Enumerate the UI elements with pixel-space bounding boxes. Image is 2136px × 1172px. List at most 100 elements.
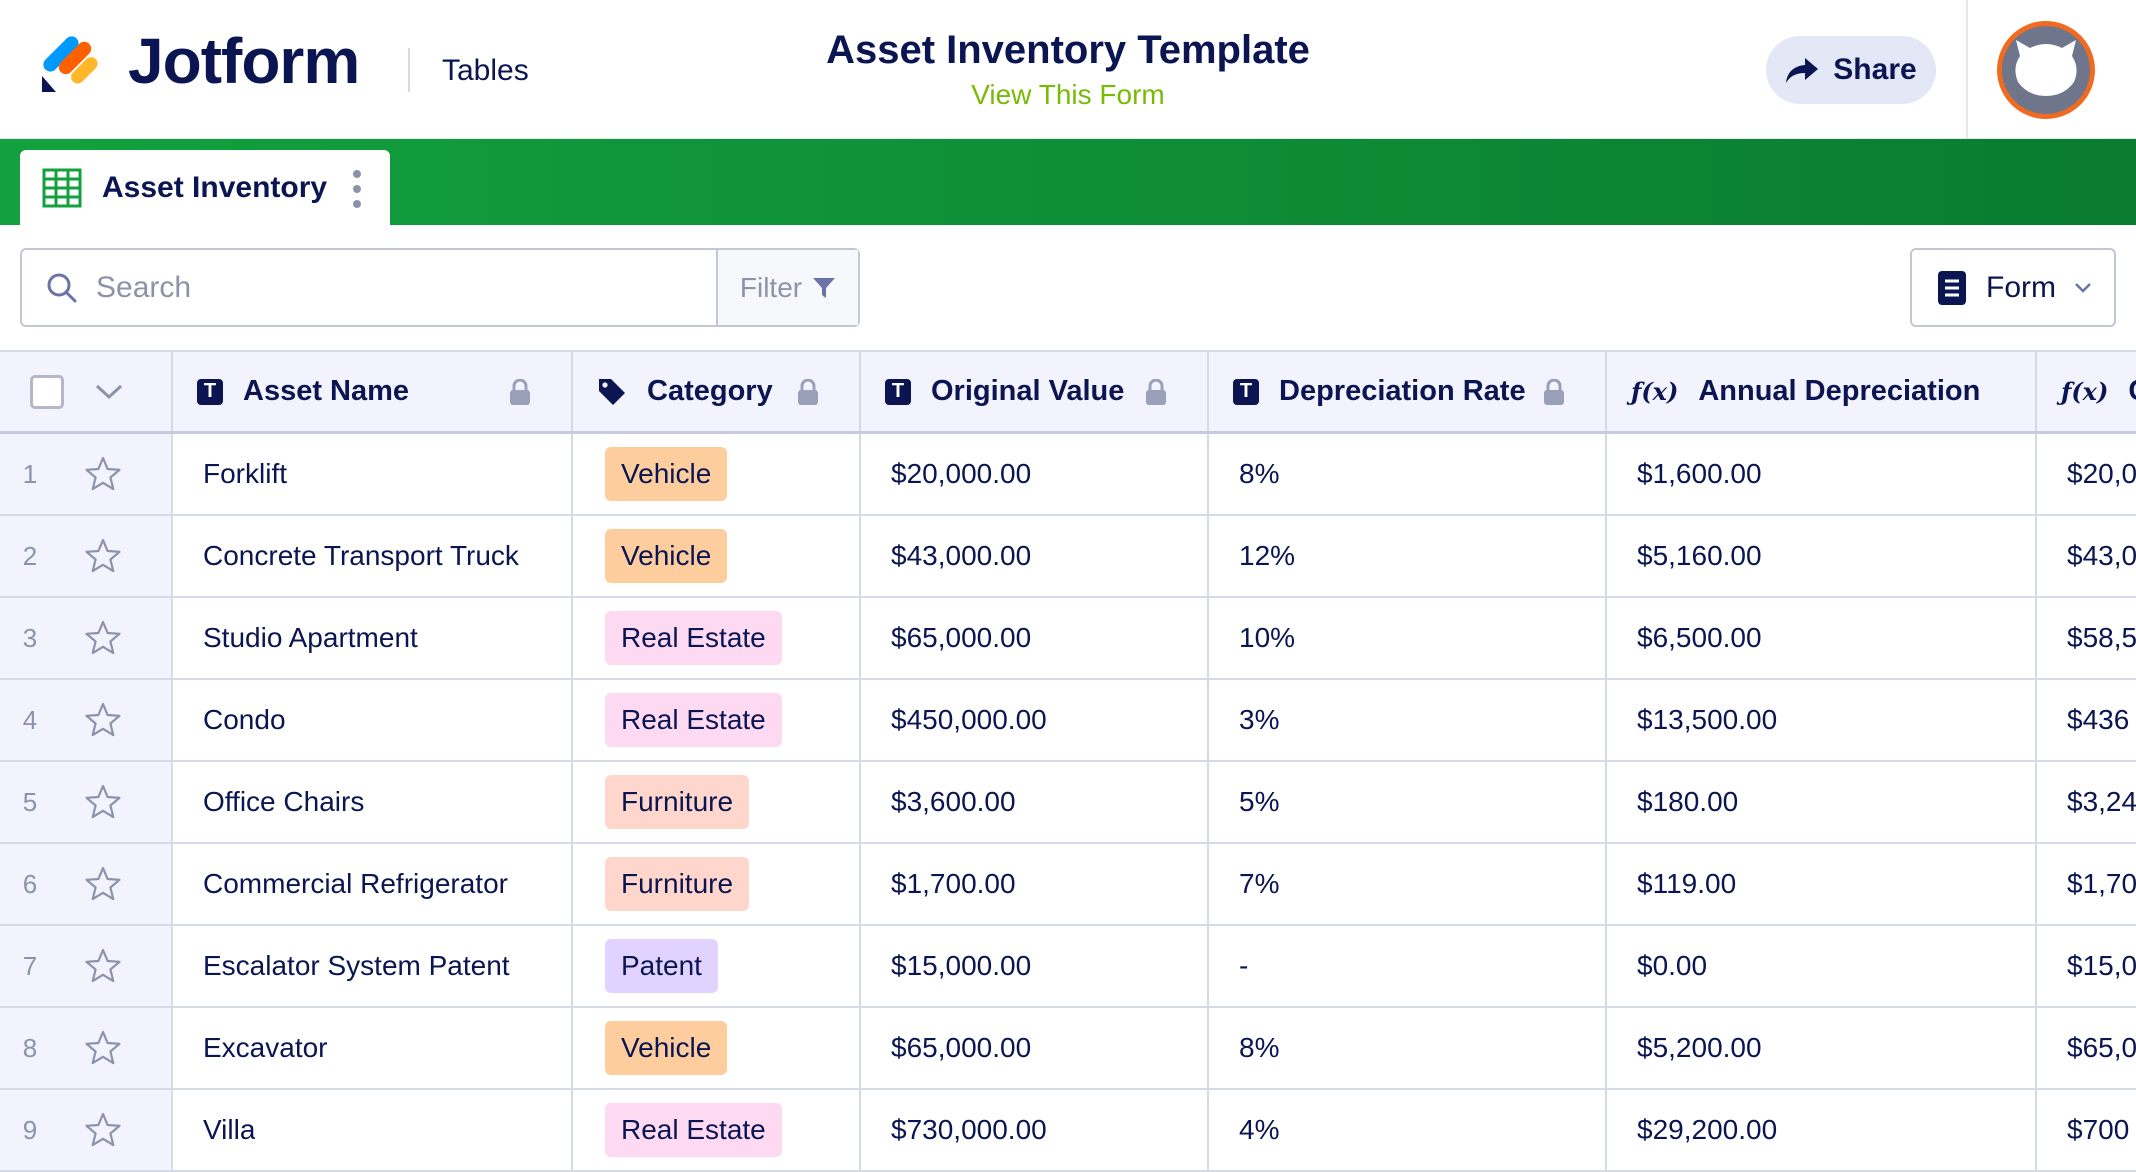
column-header-5[interactable]: ƒ(x) Annual Depreciation <box>1607 352 2037 431</box>
search-input[interactable] <box>96 270 676 305</box>
star-icon[interactable] <box>84 1111 122 1149</box>
star-icon[interactable] <box>84 455 122 493</box>
table-row[interactable]: 1 Forklift Vehicle $20,000.00 8% $1,600.00 $20… <box>0 434 2136 516</box>
depreciation-rate-cell[interactable]: 12% <box>1209 516 1607 596</box>
asset-name-cell[interactable]: Excavator <box>173 1008 573 1088</box>
asset-name-cell[interactable]: Forklift <box>173 434 573 514</box>
table-row[interactable]: 6 Commercial Refrigerator Furniture $1,700.… <box>0 844 2136 926</box>
cell-value: - <box>1239 950 1249 981</box>
asset-name-cell[interactable]: Studio Apartment <box>173 598 573 678</box>
depreciation-rate-cell[interactable]: - <box>1209 926 1607 1006</box>
table-row[interactable]: 9 Villa Real Estate $730,000.00 4% $29,200.00… <box>0 1090 2136 1172</box>
category-cell[interactable]: Furniture <box>573 762 861 842</box>
table-row[interactable]: 5 Office Chairs Furniture $3,600.00 5% $180.0… <box>0 762 2136 844</box>
brand-name[interactable]: Jotform <box>128 25 360 97</box>
depreciation-rate-cell[interactable]: 3% <box>1209 680 1607 760</box>
category-badge: Furniture <box>605 857 750 911</box>
tables-link[interactable]: Tables <box>442 54 529 87</box>
select-all-checkbox[interactable] <box>30 374 64 409</box>
star-icon[interactable] <box>84 783 122 821</box>
truncated-value-cell[interactable]: $3,24 <box>2037 762 2136 842</box>
original-value-cell[interactable]: $65,000.00 <box>861 598 1209 678</box>
depreciation-rate-cell[interactable]: 10% <box>1209 598 1607 678</box>
original-value-cell[interactable]: $450,000.00 <box>861 680 1209 760</box>
table-row[interactable]: 8 Excavator Vehicle $65,000.00 8% $5,200.00 $6… <box>0 1008 2136 1090</box>
truncated-value-cell[interactable]: $20,0 <box>2037 434 2136 514</box>
category-cell[interactable]: Vehicle <box>573 434 861 514</box>
table-grid-icon <box>42 168 82 207</box>
star-icon[interactable] <box>84 865 122 903</box>
depreciation-rate-cell[interactable]: 5% <box>1209 762 1607 842</box>
star-icon[interactable] <box>84 1029 122 1067</box>
asset-name-cell[interactable]: Concrete Transport Truck <box>173 516 573 596</box>
column-header-4[interactable]: T Depreciation Rate <box>1209 352 1607 431</box>
column-header-1[interactable]: T Asset Name <box>173 352 573 431</box>
annual-depreciation-cell[interactable]: $13,500.00 <box>1607 680 2037 760</box>
annual-depreciation-cell[interactable]: $6,500.00 <box>1607 598 2037 678</box>
truncated-value-cell[interactable]: $58,5 <box>2037 598 2136 678</box>
view-form-link[interactable]: View This Form <box>971 79 1165 110</box>
original-value-cell[interactable]: $15,000.00 <box>861 926 1209 1006</box>
asset-name-cell[interactable]: Villa <box>173 1090 573 1170</box>
form-view-button[interactable]: Form <box>1910 248 2116 327</box>
original-value-cell[interactable]: $1,700.00 <box>861 844 1209 924</box>
cell-value: $119.00 <box>1637 868 1737 899</box>
star-icon[interactable] <box>84 619 122 657</box>
truncated-value-cell[interactable]: $1,70 <box>2037 844 2136 924</box>
depreciation-rate-cell[interactable]: 4% <box>1209 1090 1607 1170</box>
cell-value: Condo <box>203 704 286 735</box>
asset-name-cell[interactable]: Escalator System Patent <box>173 926 573 1006</box>
category-cell[interactable]: Real Estate <box>573 1090 861 1170</box>
truncated-value-cell[interactable]: $700 <box>2037 1090 2136 1170</box>
category-badge: Vehicle <box>605 447 728 501</box>
tab-more-icon[interactable] <box>352 170 362 208</box>
chevron-down-icon[interactable] <box>94 383 124 401</box>
filter-button[interactable]: Filter <box>718 250 858 325</box>
truncated-value-cell[interactable]: $43,0 <box>2037 516 2136 596</box>
cell-value: $20,0 <box>2067 458 2136 489</box>
annual-depreciation-cell[interactable]: $180.00 <box>1607 762 2037 842</box>
jotform-logo-icon[interactable] <box>40 32 100 94</box>
annual-depreciation-cell[interactable]: $5,160.00 <box>1607 516 2037 596</box>
asset-name-cell[interactable]: Condo <box>173 680 573 760</box>
truncated-value-cell[interactable]: $436 <box>2037 680 2136 760</box>
depreciation-rate-cell[interactable]: 8% <box>1209 434 1607 514</box>
category-cell[interactable]: Vehicle <box>573 1008 861 1088</box>
annual-depreciation-cell[interactable]: $29,200.00 <box>1607 1090 2037 1170</box>
annual-depreciation-cell[interactable]: $119.00 <box>1607 844 2037 924</box>
share-button[interactable]: Share <box>1766 36 1936 104</box>
table-row[interactable]: 2 Concrete Transport Truck Vehicle $43,000.… <box>0 516 2136 598</box>
depreciation-rate-cell[interactable]: 7% <box>1209 844 1607 924</box>
category-cell[interactable]: Furniture <box>573 844 861 924</box>
avatar[interactable] <box>1997 21 2095 119</box>
category-cell[interactable]: Real Estate <box>573 598 861 678</box>
annual-depreciation-cell[interactable]: $5,200.00 <box>1607 1008 2037 1088</box>
depreciation-rate-cell[interactable]: 8% <box>1209 1008 1607 1088</box>
original-value-cell[interactable]: $65,000.00 <box>861 1008 1209 1088</box>
cell-value: Concrete Transport Truck <box>203 540 519 571</box>
annual-depreciation-cell[interactable]: $0.00 <box>1607 926 2037 1006</box>
annual-depreciation-cell[interactable]: $1,600.00 <box>1607 434 2037 514</box>
original-value-cell[interactable]: $20,000.00 <box>861 434 1209 514</box>
original-value-cell[interactable]: $730,000.00 <box>861 1090 1209 1170</box>
cell-value: Escalator System Patent <box>203 950 510 981</box>
table-row[interactable]: 4 Condo Real Estate $450,000.00 3% $13,500.00… <box>0 680 2136 762</box>
column-header-2[interactable]: Category <box>573 352 861 431</box>
star-icon[interactable] <box>84 701 122 739</box>
table-row[interactable]: 3 Studio Apartment Real Estate $65,000.00 10… <box>0 598 2136 680</box>
truncated-value-cell[interactable]: $65,0 <box>2037 1008 2136 1088</box>
column-header-6[interactable]: ƒ(x) C <box>2037 352 2136 431</box>
asset-name-cell[interactable]: Office Chairs <box>173 762 573 842</box>
column-header-3[interactable]: T Original Value <box>861 352 1209 431</box>
tab-asset-inventory[interactable]: Asset Inventory <box>20 150 390 225</box>
original-value-cell[interactable]: $43,000.00 <box>861 516 1209 596</box>
asset-name-cell[interactable]: Commercial Refrigerator <box>173 844 573 924</box>
category-cell[interactable]: Vehicle <box>573 516 861 596</box>
star-icon[interactable] <box>84 947 122 985</box>
star-icon[interactable] <box>84 537 122 575</box>
table-row[interactable]: 7 Escalator System Patent Patent $15,000.00… <box>0 926 2136 1008</box>
category-cell[interactable]: Patent <box>573 926 861 1006</box>
category-cell[interactable]: Real Estate <box>573 680 861 760</box>
original-value-cell[interactable]: $3,600.00 <box>861 762 1209 842</box>
truncated-value-cell[interactable]: $15,0 <box>2037 926 2136 1006</box>
